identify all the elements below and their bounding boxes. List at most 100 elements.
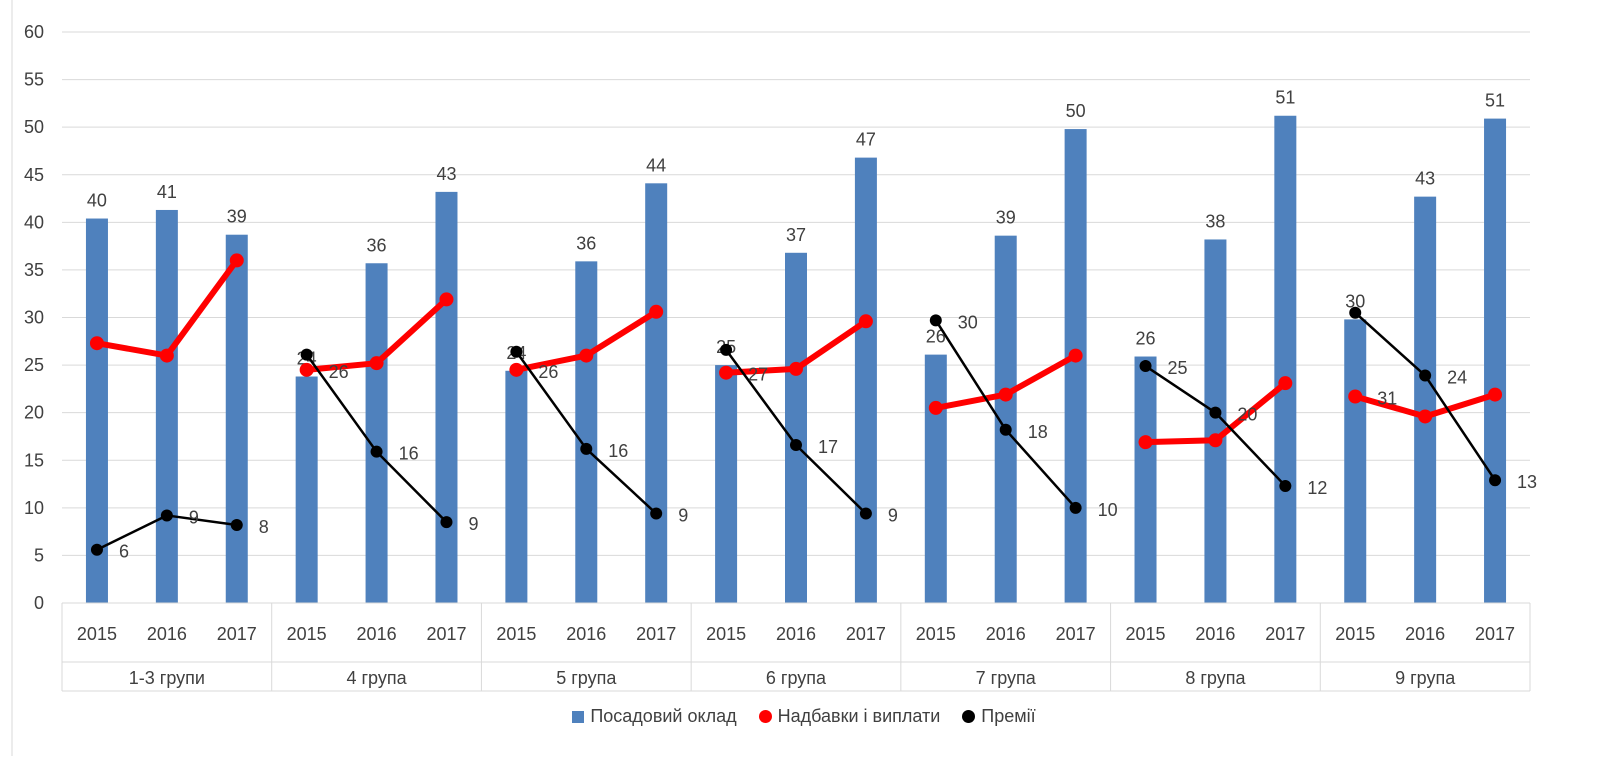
line-data-label: 9: [189, 507, 199, 527]
line-point: [998, 387, 1013, 402]
bar-data-label: 41: [157, 182, 177, 202]
line-data-label: 25: [1168, 358, 1188, 378]
bar: [85, 218, 108, 603]
bar: [1414, 196, 1437, 603]
line-data-label: 18: [1028, 422, 1048, 442]
line-point: [89, 336, 104, 351]
x-tick-label-group: 5 група: [556, 668, 617, 688]
bar: [785, 252, 807, 603]
line-point: [229, 253, 244, 268]
line-point: [790, 439, 802, 452]
x-tick-label-year: 2015: [77, 624, 117, 644]
y-tick-label: 20: [24, 403, 44, 423]
x-tick-label-year: 2017: [636, 624, 676, 644]
y-tick-label: 45: [24, 165, 44, 185]
legend-item-salary: Посадовий оклад: [572, 706, 737, 727]
bar-data-label: 47: [856, 130, 876, 150]
line-data-label: 20: [1237, 405, 1257, 425]
x-tick-label-year: 2016: [147, 624, 187, 644]
x-axis: 2015 2016 2017 2015 2016 2017 2015 2016 2017 2015…: [61, 602, 1531, 692]
bar-data-label: 36: [367, 235, 387, 255]
line-point: [789, 361, 803, 376]
y-tick-label: 50: [24, 117, 44, 137]
x-tick-label-year: 2015: [1335, 624, 1375, 644]
line-point: [440, 516, 453, 529]
x-tick-label-year: 2016: [566, 624, 606, 644]
bar: [924, 354, 947, 603]
bar: [435, 191, 458, 603]
line-point: [859, 507, 872, 520]
bar: [575, 261, 598, 603]
bar-data-label: 26: [1136, 329, 1156, 349]
line-point: [1489, 474, 1502, 487]
line-data-label: 27: [748, 365, 768, 385]
bar: [295, 376, 318, 603]
line-point: [230, 518, 243, 531]
line-data-label: 13: [1517, 472, 1537, 492]
line-point: [90, 543, 103, 556]
bar: [225, 234, 248, 603]
bar: [1134, 356, 1157, 603]
x-tick-label-year: 2017: [1265, 624, 1305, 644]
line-data-label: 9: [678, 506, 688, 526]
bar: [854, 157, 877, 603]
bar-data-label: 51: [1275, 88, 1295, 108]
line-data-label: 12: [1307, 478, 1327, 498]
line-point: [928, 400, 943, 415]
x-tick-label-group: 1-3 групи: [129, 668, 205, 688]
bar: [994, 235, 1017, 603]
line-data-label: 31: [1377, 388, 1397, 408]
line-point: [650, 507, 663, 520]
line-data-label: 30: [958, 312, 978, 332]
bar-data-label: 38: [1205, 211, 1225, 231]
line-point: [159, 348, 174, 363]
legend-item-bonuses: Премії: [962, 706, 1036, 727]
x-tick-label-year: 2017: [426, 624, 466, 644]
bar: [715, 365, 738, 603]
line-point: [929, 314, 942, 327]
legend-swatch-salary: [572, 710, 585, 723]
bar-data-label: 36: [576, 233, 596, 253]
x-tick-label-year: 2017: [217, 624, 257, 644]
line-point: [719, 365, 734, 380]
line-data-label: 26: [329, 362, 349, 382]
y-tick-label: 35: [24, 260, 44, 280]
x-tick-label-group: 7 група: [976, 668, 1037, 688]
x-tick-label-group: 8 група: [1185, 668, 1246, 688]
bar: [1204, 239, 1227, 604]
bar-data-label: 50: [1066, 101, 1086, 121]
x-tick-label-year: 2015: [287, 624, 327, 644]
bar: [1064, 129, 1087, 603]
line-data-label: 6: [119, 542, 129, 562]
y-tick-label: 0: [34, 593, 44, 613]
legend-label-salary: Посадовий оклад: [590, 706, 737, 726]
legend-label-allowances: Надбавки і виплати: [777, 706, 941, 726]
y-tick-label: 15: [24, 450, 44, 470]
bar-series: [85, 115, 1507, 604]
legend: Посадовий оклад Надбавки і виплати Премі…: [0, 706, 1608, 727]
y-tick-label: 40: [24, 212, 44, 232]
x-tick-label-year: 2015: [496, 624, 536, 644]
line-point: [1419, 369, 1432, 382]
x-tick-label-group: 4 група: [346, 668, 407, 688]
x-tick-label-year: 2016: [1195, 624, 1235, 644]
line-point: [1139, 360, 1152, 373]
legend-item-allowances: Надбавки і виплати: [758, 706, 941, 727]
y-tick-label: 55: [24, 70, 44, 90]
bar-data-label: 40: [87, 191, 107, 211]
x-tick-label-year: 2017: [1056, 624, 1096, 644]
bar: [365, 263, 388, 603]
line-point: [369, 356, 384, 371]
bar-data-label: 39: [227, 207, 247, 227]
line-point: [999, 423, 1012, 436]
bar-data-label: 44: [646, 155, 666, 175]
bar-data-label: 39: [996, 208, 1016, 228]
line-point: [1208, 433, 1223, 448]
line-series: [89, 253, 1503, 556]
line-point: [370, 445, 383, 458]
x-tick-label-year: 2015: [1126, 624, 1166, 644]
line-point: [1418, 409, 1433, 424]
y-tick-label: 25: [24, 355, 44, 375]
line-point: [1068, 348, 1083, 363]
